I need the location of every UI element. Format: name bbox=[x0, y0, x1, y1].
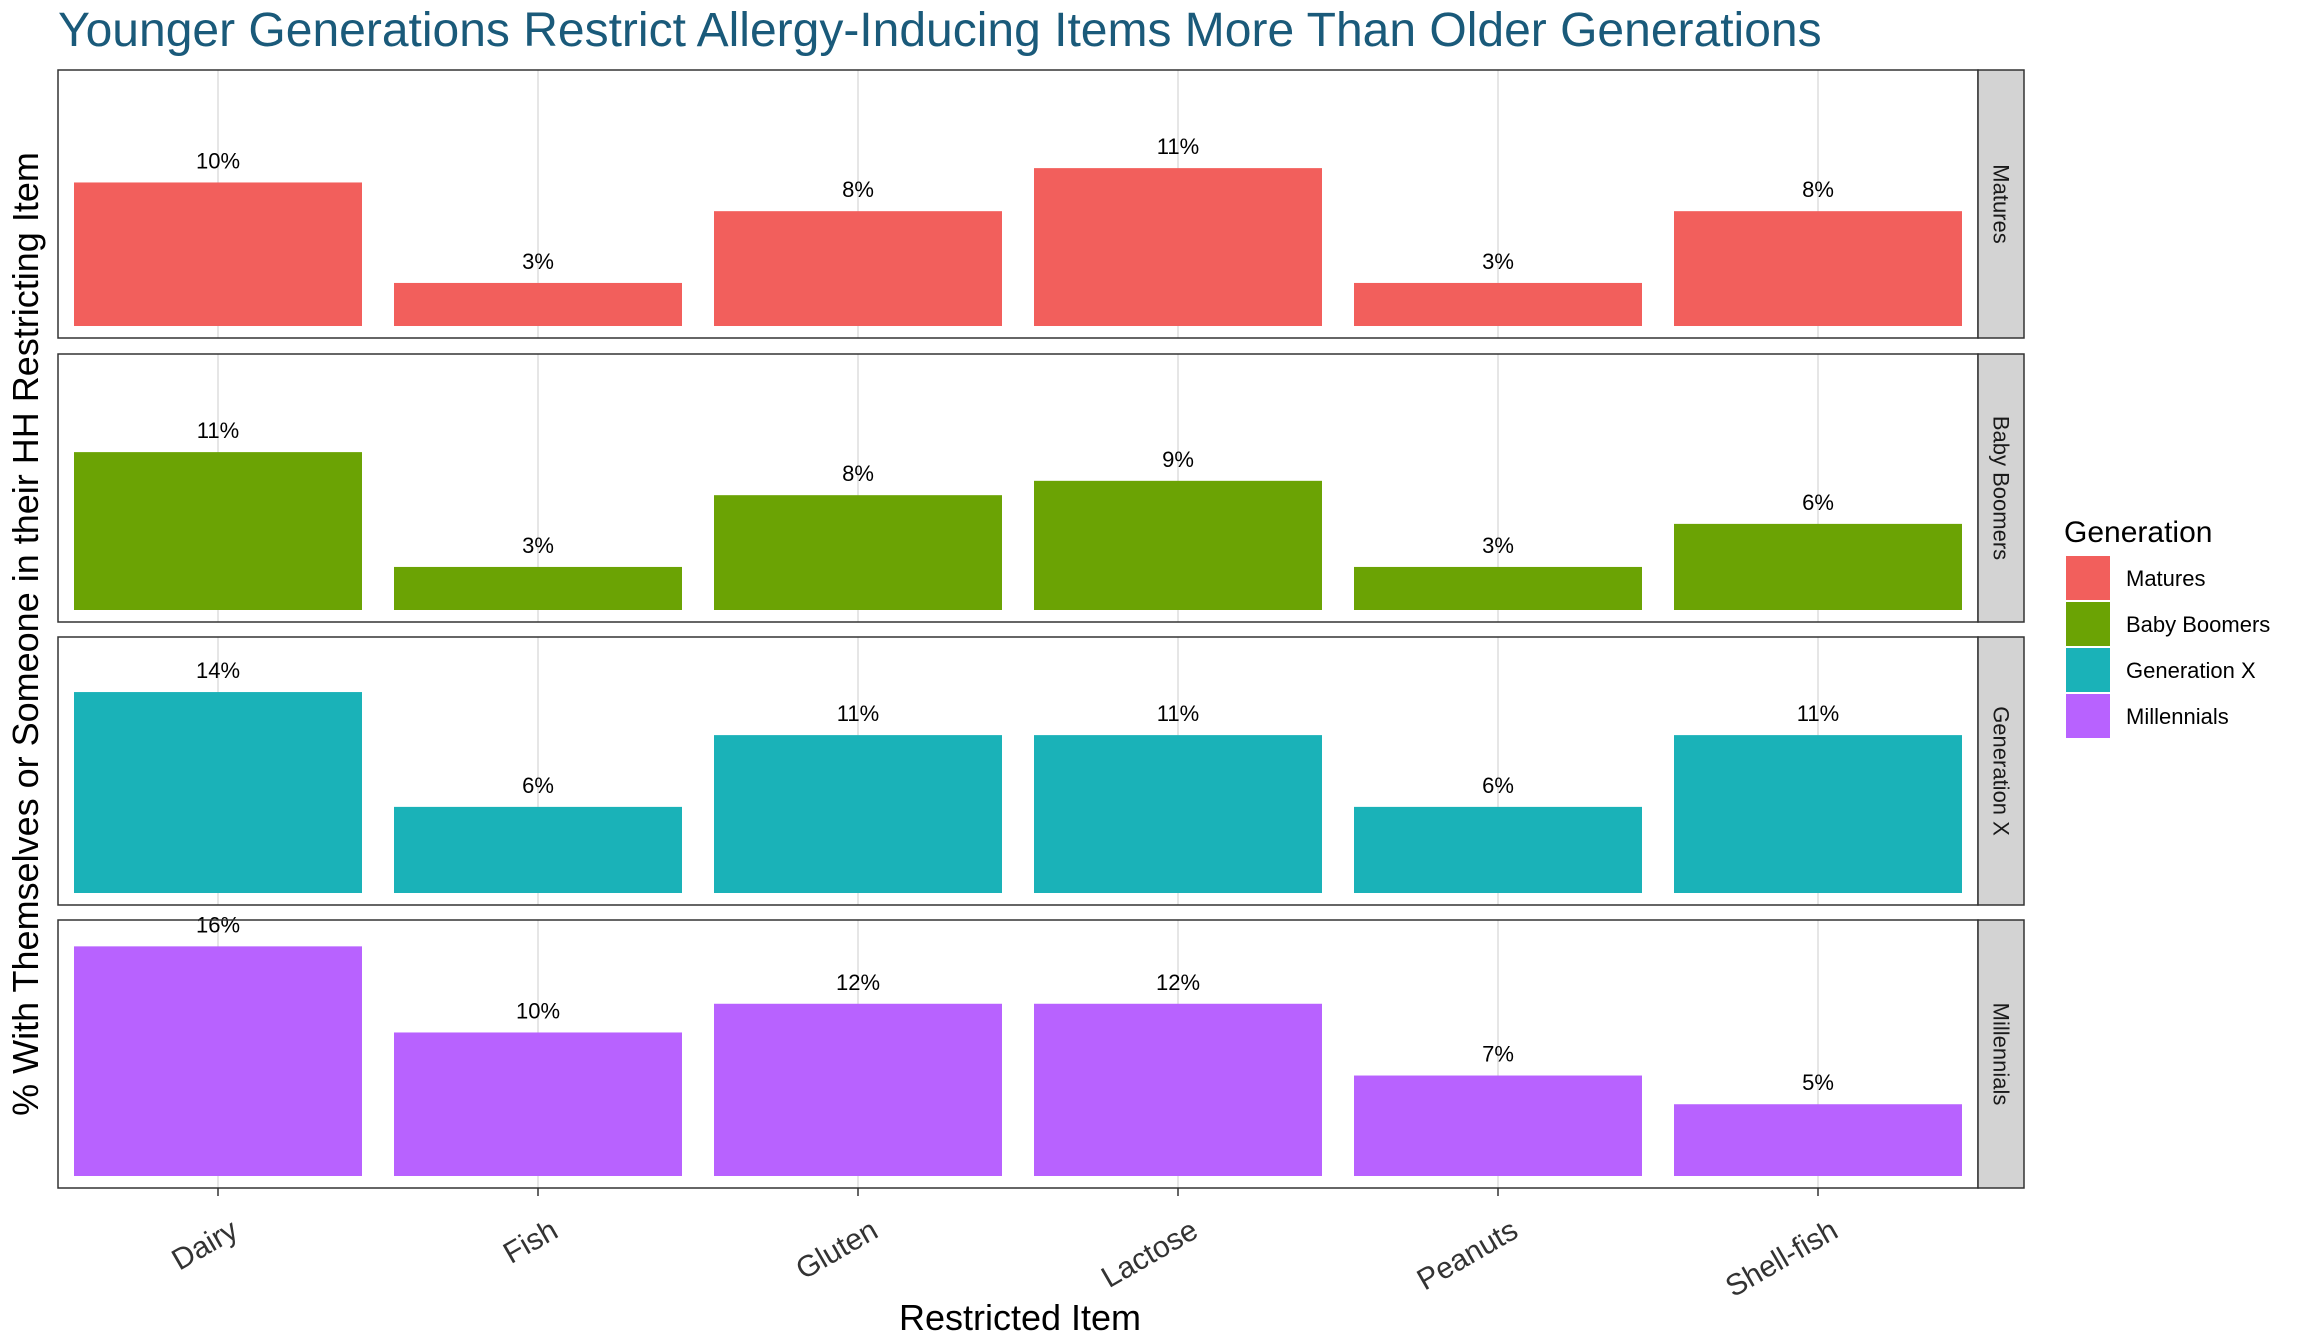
x-tick-label-fish: Fish bbox=[498, 1213, 564, 1270]
data-label: 3% bbox=[522, 249, 554, 274]
legend-title: Generation bbox=[2064, 516, 2212, 549]
legend-label: Millennials bbox=[2126, 704, 2229, 729]
bar-baby-boomers-fish bbox=[394, 566, 682, 610]
data-label: 8% bbox=[842, 177, 874, 202]
facet-strip-label: Baby Boomers bbox=[1989, 416, 2014, 560]
data-label: 11% bbox=[197, 418, 239, 443]
y-axis-title: % With Themselves or Someone in their HH… bbox=[5, 152, 46, 1116]
legend-swatch bbox=[2066, 602, 2110, 646]
facet-millennials: 16% 10% 12% 12% 7% 5% Millennials bbox=[57, 912, 2025, 1189]
data-label: 9% bbox=[1162, 447, 1194, 472]
bar-baby-boomers-dairy bbox=[74, 452, 362, 610]
data-label: 6% bbox=[1482, 773, 1514, 798]
panel-background bbox=[58, 920, 1978, 1188]
facet-panels: 10% 3% 8% 11% 3% 8% Matures 11% 3% 8% 9% 3% 6% Baby B… bbox=[57, 69, 2025, 1189]
panel-background bbox=[58, 354, 1978, 622]
data-label: 3% bbox=[1482, 249, 1514, 274]
legend-label: Generation X bbox=[2126, 658, 2256, 683]
x-tick-label-shell-fish: Shell-fish bbox=[1720, 1213, 1843, 1303]
data-label: 16% bbox=[196, 912, 240, 937]
panel-background bbox=[58, 637, 1978, 905]
facet-matures: 10% 3% 8% 11% 3% 8% Matures bbox=[57, 69, 2025, 339]
bar-matures-dairy bbox=[74, 182, 362, 326]
data-label: 12% bbox=[1156, 970, 1200, 995]
data-label: 10% bbox=[516, 998, 560, 1023]
bar-matures-fish bbox=[394, 282, 682, 326]
bar-millennials-shell-fish bbox=[1674, 1104, 1962, 1176]
chart-title: Younger Generations Restrict Allergy-Ind… bbox=[58, 4, 1822, 57]
bar-generation-x-shell-fish bbox=[1674, 735, 1962, 893]
bar-baby-boomers-shell-fish bbox=[1674, 523, 1962, 610]
legend: Generation Matures Baby Boomers Generation… bbox=[2064, 516, 2270, 738]
facet-strip bbox=[1977, 636, 2025, 906]
bar-generation-x-fish bbox=[394, 806, 682, 893]
data-label: 10% bbox=[196, 148, 240, 173]
data-label: 14% bbox=[196, 658, 240, 683]
data-label: 6% bbox=[522, 773, 554, 798]
data-label: 11% bbox=[837, 701, 879, 726]
facet-strip bbox=[1977, 353, 2025, 623]
data-label: 6% bbox=[1802, 490, 1834, 515]
data-label: 7% bbox=[1482, 1042, 1514, 1067]
legend-swatch bbox=[2066, 556, 2110, 600]
bar-baby-boomers-lactose bbox=[1034, 480, 1322, 610]
x-tick-label-dairy: Dairy bbox=[166, 1213, 243, 1277]
bar-baby-boomers-peanuts bbox=[1354, 566, 1642, 610]
x-axis-ticks: Dairy Fish Gluten Lactose Peanuts Shell-fish bbox=[166, 1188, 1844, 1304]
data-label: 11% bbox=[1157, 701, 1199, 726]
legend-label: Baby Boomers bbox=[2126, 612, 2270, 637]
bar-matures-lactose bbox=[1034, 168, 1322, 326]
bar-generation-x-gluten bbox=[714, 735, 1002, 893]
x-tick-label-gluten: Gluten bbox=[790, 1213, 883, 1286]
legend-item-matures: Matures bbox=[2066, 556, 2205, 600]
legend-swatch bbox=[2066, 648, 2110, 692]
bar-millennials-gluten bbox=[714, 1003, 1002, 1176]
legend-item-baby-boomers: Baby Boomers bbox=[2066, 602, 2270, 646]
facet-generation-x: 14% 6% 11% 11% 6% 11% Generation X bbox=[57, 636, 2025, 906]
legend-item-millennials: Millennials bbox=[2066, 694, 2229, 738]
data-label: 11% bbox=[1797, 701, 1839, 726]
x-axis-title: Restricted Item bbox=[899, 1297, 1141, 1338]
bar-millennials-peanuts bbox=[1354, 1075, 1642, 1176]
facet-strip-label: Generation X bbox=[1989, 706, 2014, 836]
bar-generation-x-peanuts bbox=[1354, 806, 1642, 893]
bar-generation-x-dairy bbox=[74, 692, 362, 893]
data-label: 11% bbox=[1157, 134, 1199, 159]
bar-millennials-lactose bbox=[1034, 1003, 1322, 1176]
legend-item-generation-x: Generation X bbox=[2066, 648, 2256, 692]
panel-background bbox=[58, 70, 1978, 338]
bar-millennials-dairy bbox=[74, 946, 362, 1176]
facet-strip-label: Matures bbox=[1989, 164, 2014, 243]
bar-generation-x-lactose bbox=[1034, 735, 1322, 893]
x-tick-label-peanuts: Peanuts bbox=[1412, 1213, 1524, 1297]
bar-matures-gluten bbox=[714, 211, 1002, 326]
facet-strip bbox=[1977, 69, 2025, 339]
bar-millennials-fish bbox=[394, 1032, 682, 1176]
bar-baby-boomers-gluten bbox=[714, 495, 1002, 610]
data-label: 12% bbox=[836, 970, 880, 995]
facet-strip bbox=[1977, 919, 2025, 1189]
bar-matures-shell-fish bbox=[1674, 211, 1962, 326]
legend-swatch bbox=[2066, 694, 2110, 738]
data-label: 3% bbox=[1482, 533, 1514, 558]
data-label: 5% bbox=[1802, 1070, 1834, 1095]
data-label: 3% bbox=[522, 533, 554, 558]
x-tick-label-lactose: Lactose bbox=[1096, 1213, 1204, 1294]
data-label: 8% bbox=[1802, 177, 1834, 202]
facet-baby-boomers: 11% 3% 8% 9% 3% 6% Baby Boomers bbox=[57, 353, 2025, 623]
data-label: 8% bbox=[842, 461, 874, 486]
facet-strip-label: Millennials bbox=[1989, 1003, 2014, 1106]
legend-label: Matures bbox=[2126, 566, 2205, 591]
bar-matures-peanuts bbox=[1354, 282, 1642, 326]
